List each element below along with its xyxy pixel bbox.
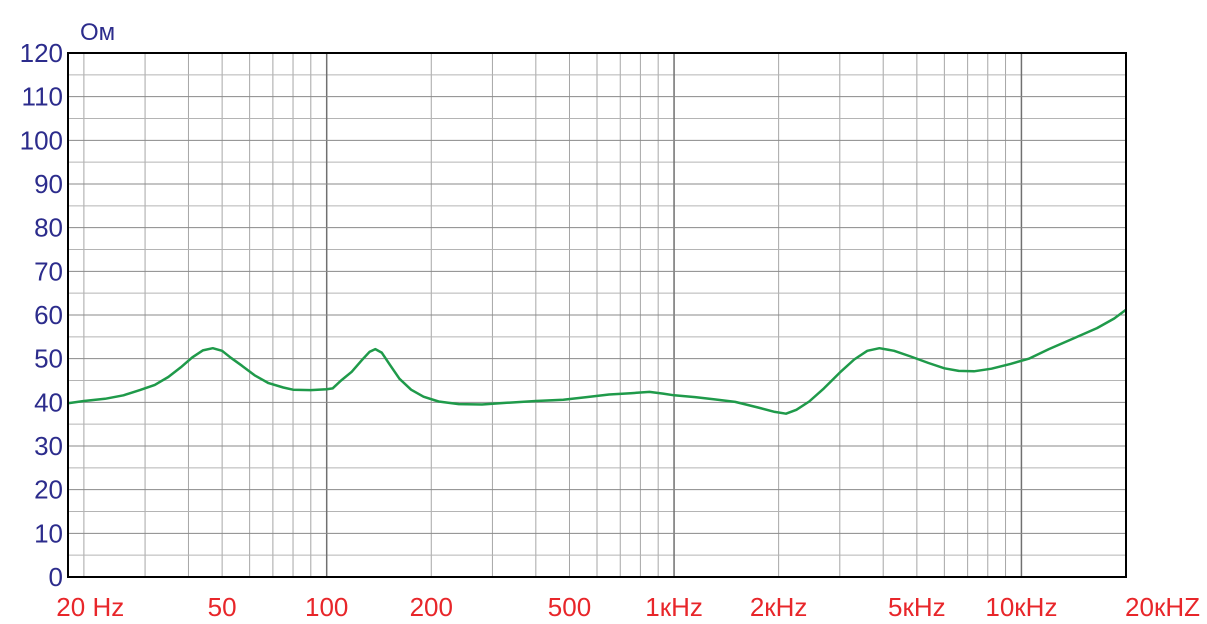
y-tick-labels: 0 10 20 30 40 50 60 70 80 90 100 110 120 bbox=[20, 38, 63, 592]
x-tick-label: 5кHz bbox=[888, 592, 946, 622]
major-grid bbox=[68, 53, 1126, 577]
x-tick-label: 500 bbox=[548, 592, 591, 622]
y-tick-label: 50 bbox=[34, 344, 63, 374]
y-tick-label: 0 bbox=[49, 562, 63, 592]
x-tick-label: 100 bbox=[305, 592, 348, 622]
x-tick-label: 50 bbox=[208, 592, 237, 622]
x-tick-labels: 20 Hz 50 100 200 500 1кHz 2кHz 5кHz 10кHz 20кHZ bbox=[56, 592, 1200, 622]
x-tick-label: 10кHz bbox=[985, 592, 1057, 622]
plot-frame bbox=[67, 52, 1127, 578]
x-tick-label: 1кHz bbox=[645, 592, 703, 622]
y-tick-label: 70 bbox=[34, 256, 63, 286]
y-tick-label: 80 bbox=[34, 213, 63, 243]
y-tick-label: 30 bbox=[34, 431, 63, 461]
y-tick-label: 120 bbox=[20, 38, 63, 68]
y-tick-label: 100 bbox=[20, 125, 63, 155]
y-axis-unit-label: Ом bbox=[80, 19, 115, 46]
y-tick-label: 90 bbox=[34, 169, 63, 199]
x-tick-label: 20 Hz bbox=[56, 592, 124, 622]
x-tick-label: 20кHZ bbox=[1125, 592, 1200, 622]
y-tick-label: 10 bbox=[34, 518, 63, 548]
y-tick-label: 60 bbox=[34, 300, 63, 330]
x-tick-label: 200 bbox=[410, 592, 453, 622]
y-tick-label: 110 bbox=[22, 82, 63, 112]
x-tick-label: 2кHz bbox=[750, 592, 808, 622]
impedance-curve bbox=[67, 308, 1127, 415]
y-tick-label: 20 bbox=[34, 475, 63, 505]
y-tick-label: 40 bbox=[34, 387, 63, 417]
